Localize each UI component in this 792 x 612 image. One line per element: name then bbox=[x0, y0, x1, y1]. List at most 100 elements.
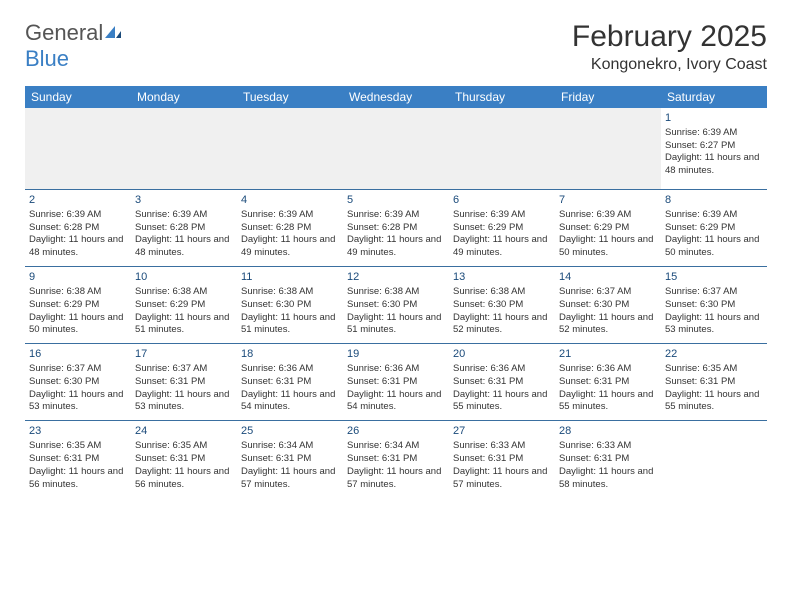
calendar-day-cell: 12Sunrise: 6:38 AMSunset: 6:30 PMDayligh… bbox=[343, 267, 449, 344]
daylight-text: Daylight: 11 hours and 53 minutes. bbox=[135, 389, 233, 415]
sunrise-text: Sunrise: 6:36 AM bbox=[347, 363, 445, 376]
calendar-week-row: 23Sunrise: 6:35 AMSunset: 6:31 PMDayligh… bbox=[25, 421, 767, 503]
sunrise-text: Sunrise: 6:37 AM bbox=[135, 363, 233, 376]
sunset-text: Sunset: 6:28 PM bbox=[29, 222, 127, 235]
sunrise-text: Sunrise: 6:38 AM bbox=[453, 286, 551, 299]
header: General Blue February 2025 Kongonekro, I… bbox=[25, 20, 767, 74]
sunrise-text: Sunrise: 6:39 AM bbox=[135, 209, 233, 222]
sunrise-text: Sunrise: 6:37 AM bbox=[665, 286, 763, 299]
day-number: 5 bbox=[347, 193, 445, 208]
calendar-day-cell: 24Sunrise: 6:35 AMSunset: 6:31 PMDayligh… bbox=[131, 421, 237, 503]
calendar-day-cell: 11Sunrise: 6:38 AMSunset: 6:30 PMDayligh… bbox=[237, 267, 343, 344]
daylight-text: Daylight: 11 hours and 52 minutes. bbox=[559, 312, 657, 338]
calendar-week-row: 9Sunrise: 6:38 AMSunset: 6:29 PMDaylight… bbox=[25, 267, 767, 344]
sunrise-text: Sunrise: 6:34 AM bbox=[241, 440, 339, 453]
calendar-day-cell: 23Sunrise: 6:35 AMSunset: 6:31 PMDayligh… bbox=[25, 421, 131, 503]
day-number: 8 bbox=[665, 193, 763, 208]
day-number: 15 bbox=[665, 270, 763, 285]
sunset-text: Sunset: 6:29 PM bbox=[135, 299, 233, 312]
calendar-day-cell bbox=[661, 421, 767, 503]
daylight-text: Daylight: 11 hours and 52 minutes. bbox=[453, 312, 551, 338]
daylight-text: Daylight: 11 hours and 55 minutes. bbox=[559, 389, 657, 415]
calendar-day-cell: 9Sunrise: 6:38 AMSunset: 6:29 PMDaylight… bbox=[25, 267, 131, 344]
sunrise-text: Sunrise: 6:37 AM bbox=[559, 286, 657, 299]
daylight-text: Daylight: 11 hours and 48 minutes. bbox=[135, 234, 233, 260]
sunset-text: Sunset: 6:31 PM bbox=[347, 453, 445, 466]
calendar-day-cell: 13Sunrise: 6:38 AMSunset: 6:30 PMDayligh… bbox=[449, 267, 555, 344]
sunrise-text: Sunrise: 6:36 AM bbox=[241, 363, 339, 376]
sunset-text: Sunset: 6:29 PM bbox=[559, 222, 657, 235]
daylight-text: Daylight: 11 hours and 51 minutes. bbox=[241, 312, 339, 338]
calendar-day-cell: 6Sunrise: 6:39 AMSunset: 6:29 PMDaylight… bbox=[449, 190, 555, 267]
sunrise-text: Sunrise: 6:39 AM bbox=[559, 209, 657, 222]
sunrise-text: Sunrise: 6:38 AM bbox=[29, 286, 127, 299]
weekday-header: Thursday bbox=[449, 86, 555, 108]
daylight-text: Daylight: 11 hours and 50 minutes. bbox=[665, 234, 763, 260]
calendar-day-cell: 20Sunrise: 6:36 AMSunset: 6:31 PMDayligh… bbox=[449, 344, 555, 421]
calendar-day-cell bbox=[237, 108, 343, 190]
sunset-text: Sunset: 6:30 PM bbox=[559, 299, 657, 312]
day-number: 18 bbox=[241, 347, 339, 362]
calendar-week-row: 2Sunrise: 6:39 AMSunset: 6:28 PMDaylight… bbox=[25, 190, 767, 267]
daylight-text: Daylight: 11 hours and 49 minutes. bbox=[453, 234, 551, 260]
calendar-day-cell: 7Sunrise: 6:39 AMSunset: 6:29 PMDaylight… bbox=[555, 190, 661, 267]
daylight-text: Daylight: 11 hours and 57 minutes. bbox=[241, 466, 339, 492]
sunset-text: Sunset: 6:31 PM bbox=[347, 376, 445, 389]
calendar-day-cell: 5Sunrise: 6:39 AMSunset: 6:28 PMDaylight… bbox=[343, 190, 449, 267]
day-number: 17 bbox=[135, 347, 233, 362]
sunset-text: Sunset: 6:30 PM bbox=[241, 299, 339, 312]
calendar-day-cell: 17Sunrise: 6:37 AMSunset: 6:31 PMDayligh… bbox=[131, 344, 237, 421]
sunrise-text: Sunrise: 6:35 AM bbox=[29, 440, 127, 453]
sunrise-text: Sunrise: 6:39 AM bbox=[453, 209, 551, 222]
calendar-day-cell: 14Sunrise: 6:37 AMSunset: 6:30 PMDayligh… bbox=[555, 267, 661, 344]
calendar-day-cell: 10Sunrise: 6:38 AMSunset: 6:29 PMDayligh… bbox=[131, 267, 237, 344]
day-number: 4 bbox=[241, 193, 339, 208]
daylight-text: Daylight: 11 hours and 57 minutes. bbox=[453, 466, 551, 492]
sunrise-text: Sunrise: 6:38 AM bbox=[347, 286, 445, 299]
daylight-text: Daylight: 11 hours and 54 minutes. bbox=[347, 389, 445, 415]
weekday-header: Friday bbox=[555, 86, 661, 108]
day-number: 10 bbox=[135, 270, 233, 285]
weekday-header: Wednesday bbox=[343, 86, 449, 108]
day-number: 25 bbox=[241, 424, 339, 439]
day-number: 26 bbox=[347, 424, 445, 439]
calendar-day-cell: 28Sunrise: 6:33 AMSunset: 6:31 PMDayligh… bbox=[555, 421, 661, 503]
daylight-text: Daylight: 11 hours and 50 minutes. bbox=[559, 234, 657, 260]
sunrise-text: Sunrise: 6:36 AM bbox=[559, 363, 657, 376]
daylight-text: Daylight: 11 hours and 49 minutes. bbox=[347, 234, 445, 260]
sunset-text: Sunset: 6:28 PM bbox=[135, 222, 233, 235]
calendar-day-cell: 8Sunrise: 6:39 AMSunset: 6:29 PMDaylight… bbox=[661, 190, 767, 267]
day-number: 1 bbox=[665, 111, 763, 126]
day-number: 22 bbox=[665, 347, 763, 362]
calendar-day-cell: 19Sunrise: 6:36 AMSunset: 6:31 PMDayligh… bbox=[343, 344, 449, 421]
sunrise-text: Sunrise: 6:38 AM bbox=[135, 286, 233, 299]
calendar-day-cell: 27Sunrise: 6:33 AMSunset: 6:31 PMDayligh… bbox=[449, 421, 555, 503]
calendar-day-cell: 22Sunrise: 6:35 AMSunset: 6:31 PMDayligh… bbox=[661, 344, 767, 421]
calendar-week-row: 1Sunrise: 6:39 AMSunset: 6:27 PMDaylight… bbox=[25, 108, 767, 190]
weekday-header: Sunday bbox=[25, 86, 131, 108]
location: Kongonekro, Ivory Coast bbox=[572, 56, 767, 74]
sunset-text: Sunset: 6:31 PM bbox=[135, 376, 233, 389]
calendar-day-cell bbox=[449, 108, 555, 190]
sunrise-text: Sunrise: 6:37 AM bbox=[29, 363, 127, 376]
sunrise-text: Sunrise: 6:33 AM bbox=[453, 440, 551, 453]
sunset-text: Sunset: 6:29 PM bbox=[453, 222, 551, 235]
sunrise-text: Sunrise: 6:33 AM bbox=[559, 440, 657, 453]
daylight-text: Daylight: 11 hours and 54 minutes. bbox=[241, 389, 339, 415]
calendar-week-row: 16Sunrise: 6:37 AMSunset: 6:30 PMDayligh… bbox=[25, 344, 767, 421]
sunset-text: Sunset: 6:30 PM bbox=[347, 299, 445, 312]
calendar-table: SundayMondayTuesdayWednesdayThursdayFrid… bbox=[25, 86, 767, 502]
sunset-text: Sunset: 6:31 PM bbox=[559, 376, 657, 389]
day-number: 9 bbox=[29, 270, 127, 285]
logo-sail-icon bbox=[103, 20, 123, 46]
sunrise-text: Sunrise: 6:39 AM bbox=[241, 209, 339, 222]
daylight-text: Daylight: 11 hours and 48 minutes. bbox=[665, 152, 763, 178]
calendar-day-cell bbox=[343, 108, 449, 190]
daylight-text: Daylight: 11 hours and 51 minutes. bbox=[135, 312, 233, 338]
day-number: 3 bbox=[135, 193, 233, 208]
sunrise-text: Sunrise: 6:39 AM bbox=[29, 209, 127, 222]
sunrise-text: Sunrise: 6:35 AM bbox=[665, 363, 763, 376]
sunset-text: Sunset: 6:31 PM bbox=[453, 453, 551, 466]
sunset-text: Sunset: 6:31 PM bbox=[559, 453, 657, 466]
sunrise-text: Sunrise: 6:36 AM bbox=[453, 363, 551, 376]
